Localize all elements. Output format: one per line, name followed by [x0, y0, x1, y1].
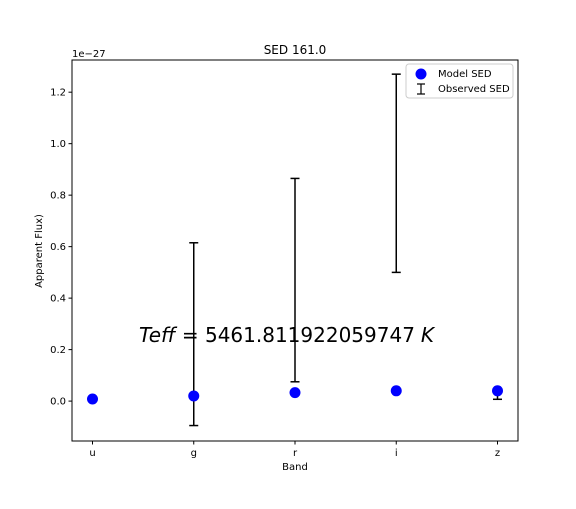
legend-model-label: Model SED	[438, 69, 492, 80]
y-tick-label: 0.6	[50, 242, 66, 253]
x-tick-label: i	[395, 448, 398, 459]
teff-annotation-equals: =	[175, 323, 204, 347]
x-tick-label: z	[495, 448, 500, 459]
y-tick-label: 0.0	[50, 397, 66, 408]
y-offset-label: 1e−27	[72, 49, 106, 60]
x-axis-label: Band	[282, 462, 308, 473]
y-tick-label: 1.2	[50, 88, 66, 99]
legend: Model SED Observed SED	[405, 63, 514, 99]
legend-model-marker	[415, 68, 427, 80]
teff-annotation-unit: K	[421, 323, 436, 347]
teff-annotation: Teff = 5461.811922059747 K	[139, 323, 436, 347]
teff-annotation-value: 5461.811922059747	[205, 323, 415, 347]
legend-box	[405, 63, 514, 99]
model-sed-point	[188, 390, 200, 402]
chart-title: SED 161.0	[264, 43, 327, 57]
plot-content: 0.0 0.2 0.4 0.6 0.8 1.0 1.2 u g r i z	[50, 73, 503, 459]
legend-observed-label: Observed SED	[438, 84, 510, 95]
y-axis-label: Apparent Flux)	[34, 214, 45, 288]
model-sed-point	[390, 385, 402, 397]
teff-annotation-prefix: Teff	[139, 323, 178, 347]
y-tick-label: 0.8	[50, 191, 66, 202]
x-tick-label: r	[293, 448, 298, 459]
model-sed-point	[289, 387, 301, 399]
x-tick-label: g	[191, 448, 197, 459]
model-sed-point	[87, 393, 98, 405]
plot-frame	[71, 59, 519, 442]
y-tick-label: 0.4	[50, 294, 66, 305]
x-tick-label: u	[89, 448, 95, 459]
y-tick-label: 0.2	[50, 345, 66, 356]
model-sed-point	[492, 385, 503, 397]
y-tick-label: 1.0	[50, 139, 66, 150]
